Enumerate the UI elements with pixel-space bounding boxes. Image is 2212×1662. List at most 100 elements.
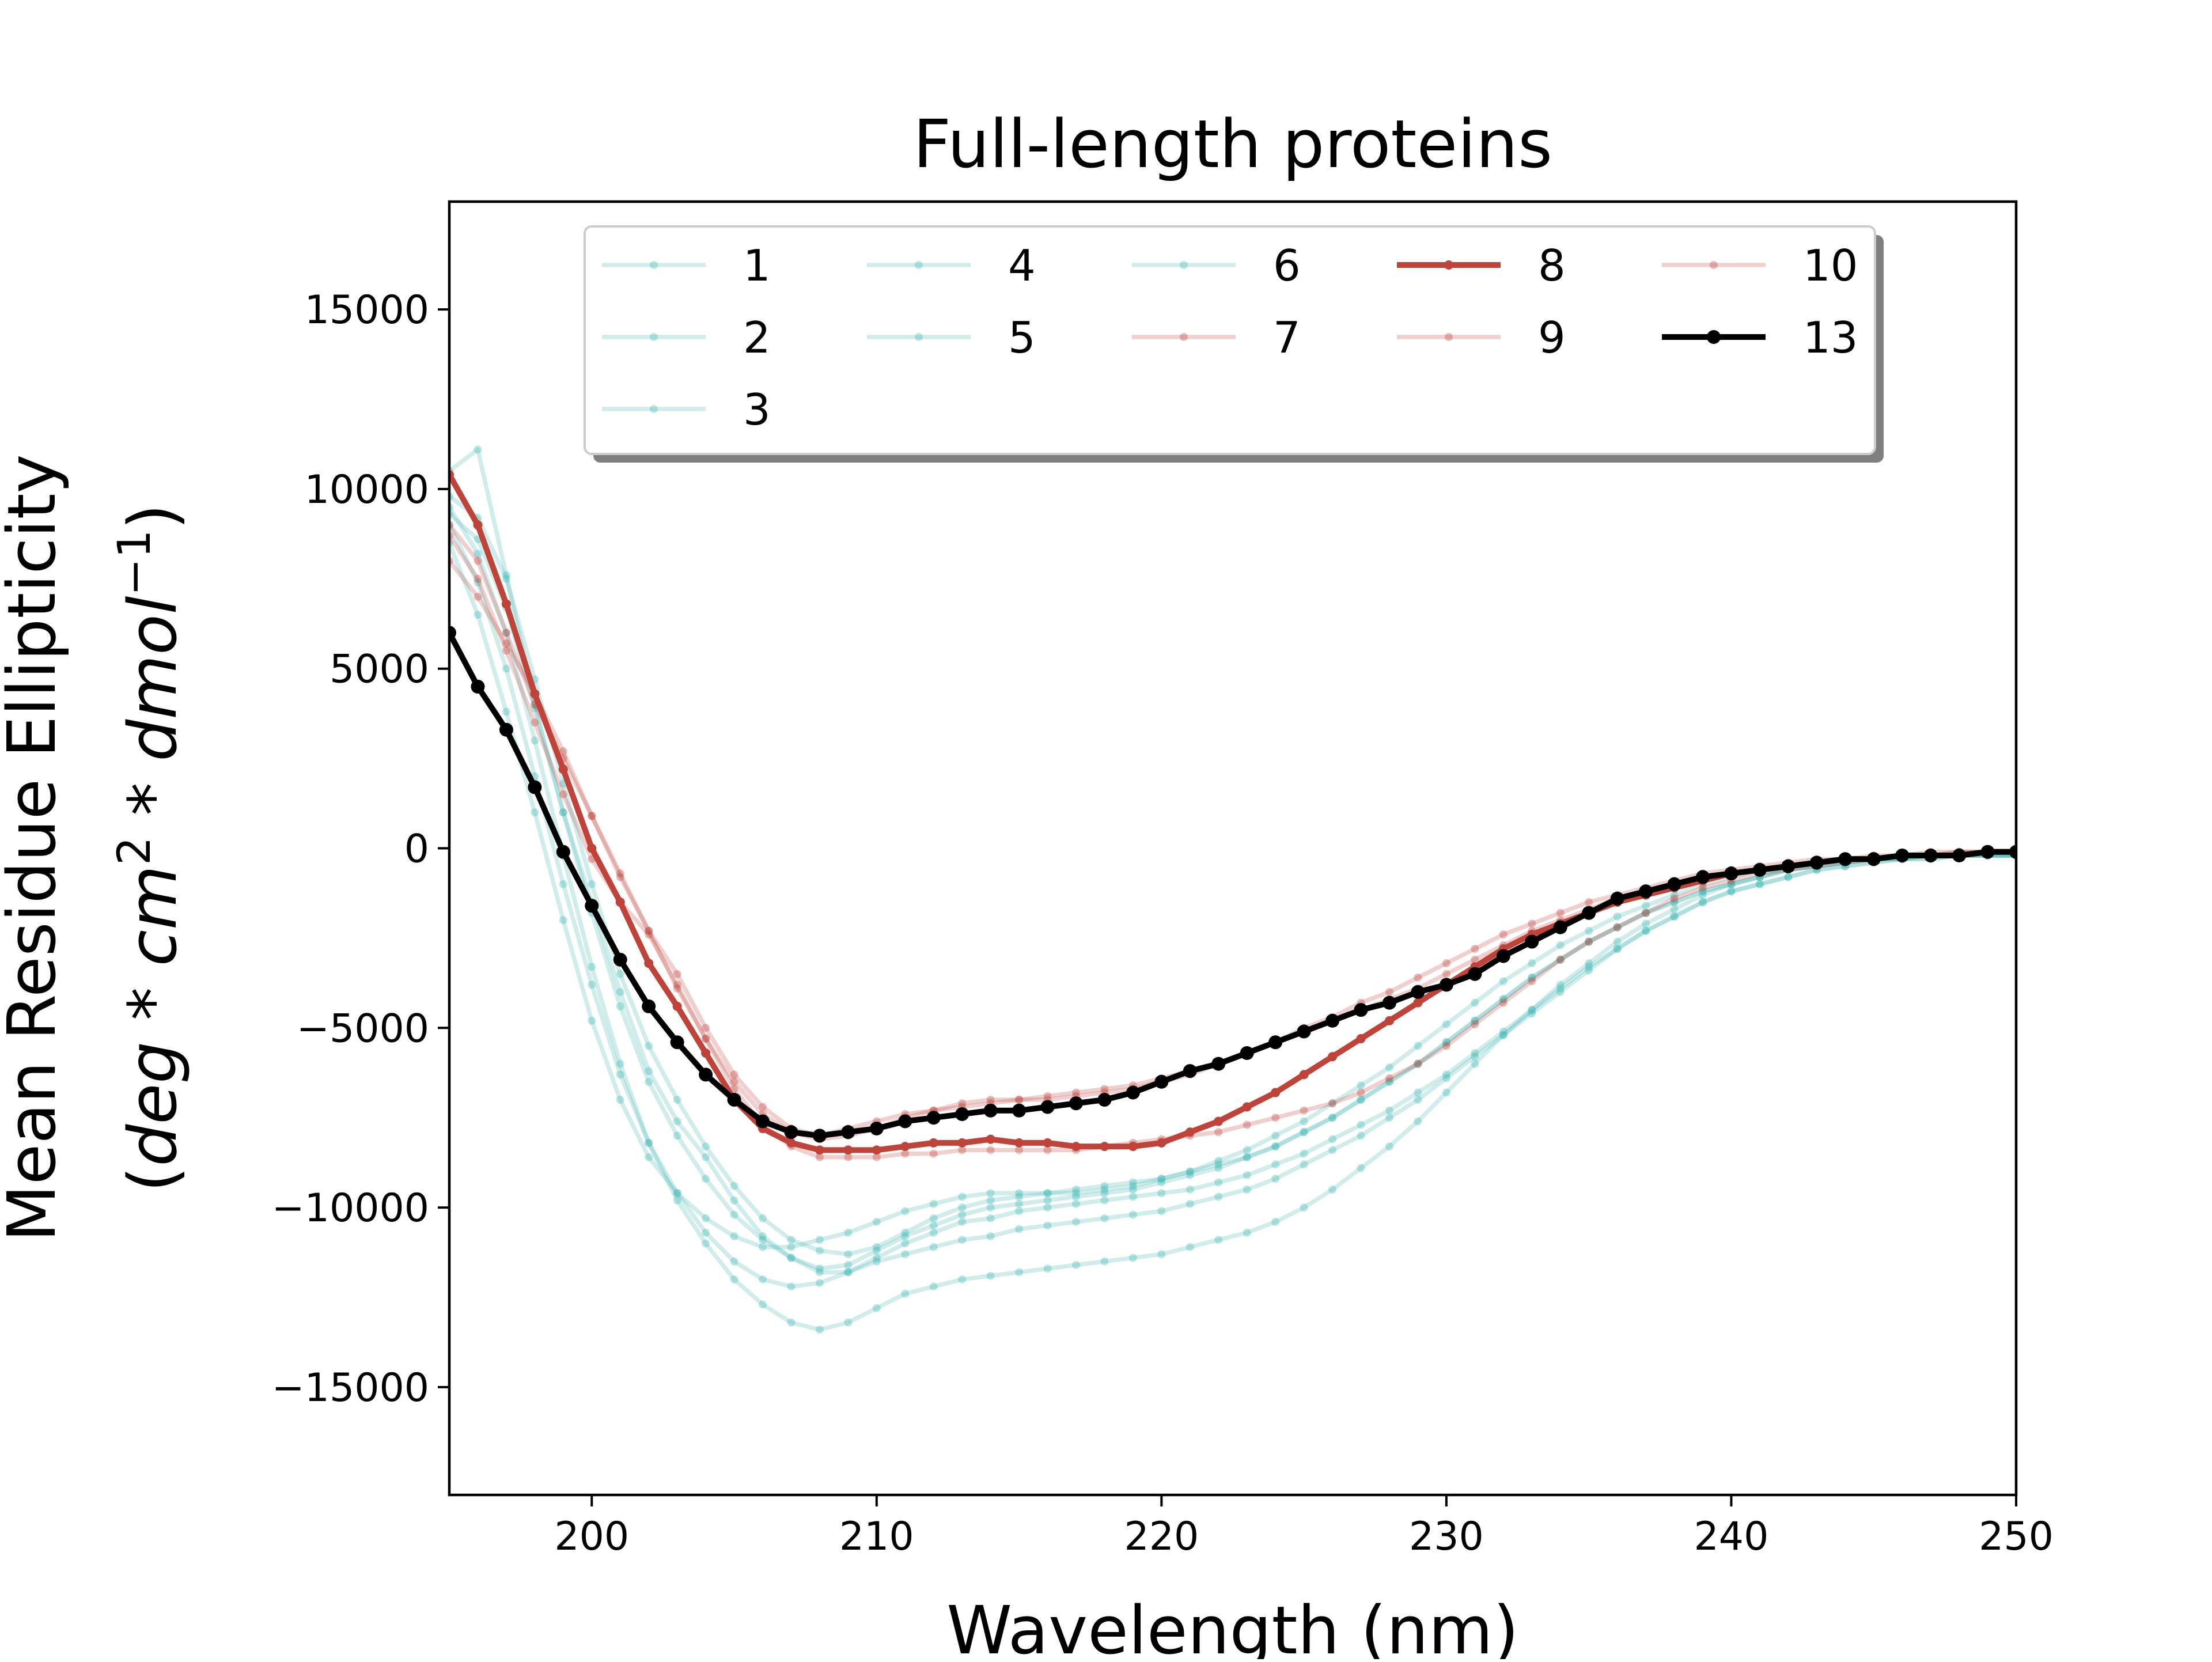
series-13-point xyxy=(1126,1085,1140,1100)
series-1-point xyxy=(645,1067,653,1076)
series-4-point xyxy=(1243,1146,1251,1154)
series-9-point xyxy=(1043,1146,1052,1154)
series-9-point xyxy=(702,1035,710,1043)
series-6-point xyxy=(872,1304,881,1312)
series-13-point xyxy=(1525,934,1539,949)
series-1-point xyxy=(1243,1171,1251,1179)
series-5-point xyxy=(1585,966,1593,975)
series-13-point xyxy=(471,679,485,694)
series-3-point xyxy=(730,1210,738,1219)
series-5-point xyxy=(1185,1199,1194,1208)
series-2-point xyxy=(1670,898,1679,907)
series-7-point xyxy=(1043,1092,1052,1100)
legend-label: 13 xyxy=(1803,312,1858,363)
series-13-point xyxy=(1553,920,1567,934)
series-1-point xyxy=(844,1268,853,1277)
series-13 xyxy=(449,626,2016,1143)
series-13-point xyxy=(642,999,656,1013)
series-6-point xyxy=(1271,1218,1280,1226)
y-axis-label: Mean Residue Ellipticity xyxy=(0,454,71,1241)
series-4-point xyxy=(929,1199,938,1208)
series-9-point xyxy=(1585,937,1593,946)
series-2-point xyxy=(1214,1160,1223,1169)
series-6-point xyxy=(702,1239,710,1248)
series-5-point xyxy=(1613,945,1622,953)
series-5-point xyxy=(1784,873,1793,881)
series-5-point xyxy=(1214,1192,1223,1201)
series-1-point xyxy=(1556,984,1565,993)
x-axis: 200 210 220 230 240 250 xyxy=(554,1495,2054,1559)
series-1-point xyxy=(1613,945,1622,953)
series-9-point xyxy=(502,629,510,637)
series-4-point xyxy=(787,1243,796,1251)
series-13-point xyxy=(1468,967,1482,981)
legend-label: 4 xyxy=(1008,240,1036,291)
series-2-point xyxy=(673,1096,681,1104)
series-2-point xyxy=(616,970,624,978)
series-2-point xyxy=(1043,1189,1052,1198)
series-9-point xyxy=(1015,1146,1024,1154)
series-8-point xyxy=(872,1145,881,1155)
series-13-point xyxy=(1069,1096,1083,1111)
series-line-3 xyxy=(449,512,2016,1271)
series-10-point xyxy=(702,1024,710,1032)
series-8-point xyxy=(957,1138,967,1148)
series-9-point xyxy=(1613,923,1622,932)
legend-label: 2 xyxy=(743,312,771,363)
series-1-point xyxy=(1328,1135,1337,1144)
series-6-point xyxy=(1128,1254,1137,1262)
series-4-point xyxy=(1271,1131,1280,1140)
series-3-point xyxy=(986,1203,995,1212)
series-1-point xyxy=(502,571,510,580)
series-10-point xyxy=(673,970,681,978)
series-5-point xyxy=(673,1189,681,1198)
y-tick-label: −10000 xyxy=(272,1186,429,1231)
series-2-point xyxy=(759,1214,767,1222)
legend-marker xyxy=(650,405,658,413)
legend-item-13: 13 xyxy=(1662,312,1858,363)
series-2-point xyxy=(1015,1192,1024,1201)
series-9-point xyxy=(1243,1120,1251,1129)
series-13-point xyxy=(1667,877,1681,891)
series-13-point xyxy=(1696,870,1710,884)
series-9-point xyxy=(901,1149,910,1158)
series-13-point xyxy=(1297,1024,1311,1039)
y-tick-label: 15000 xyxy=(305,287,429,333)
series-6-point xyxy=(986,1271,995,1280)
series-4-point xyxy=(1670,891,1679,899)
series-6-point xyxy=(1072,1260,1080,1269)
series-3-point xyxy=(1642,908,1650,917)
series-4-point xyxy=(616,1096,624,1104)
series-2-point xyxy=(815,1246,824,1255)
series-13-point xyxy=(1781,859,1796,873)
series-1-point xyxy=(1642,926,1650,935)
series-10-point xyxy=(474,592,482,601)
series-6-point xyxy=(1015,1268,1024,1277)
series-6-point xyxy=(502,629,510,637)
series-6-point xyxy=(1300,1203,1308,1212)
series-8-point xyxy=(587,843,597,853)
series-5-point xyxy=(702,1228,710,1237)
series-3-point xyxy=(958,1210,967,1219)
series-5-point xyxy=(1642,926,1650,935)
series-9-point xyxy=(1528,977,1536,986)
series-5-point xyxy=(872,1257,881,1266)
legend-marker xyxy=(1180,333,1188,341)
series-13-point xyxy=(528,780,542,794)
series-6-point xyxy=(815,1326,824,1334)
x-tick-label: 220 xyxy=(1124,1514,1199,1559)
series-13-point xyxy=(2009,845,2016,859)
series-1-point xyxy=(730,1196,738,1205)
series-13-point xyxy=(1980,845,1995,859)
series-13-point xyxy=(1411,985,1425,999)
series-6-point xyxy=(1471,1059,1479,1068)
series-5-point xyxy=(1471,1053,1479,1061)
series-1-point xyxy=(1442,1070,1450,1079)
legend-marker xyxy=(650,261,658,269)
legend-label: 10 xyxy=(1803,240,1858,291)
series-5-point xyxy=(1414,1096,1422,1104)
series-5-point xyxy=(1556,987,1565,996)
series-line-2 xyxy=(449,494,2016,1256)
y-tick-label: 5000 xyxy=(329,647,429,692)
series-10-point xyxy=(502,639,510,648)
